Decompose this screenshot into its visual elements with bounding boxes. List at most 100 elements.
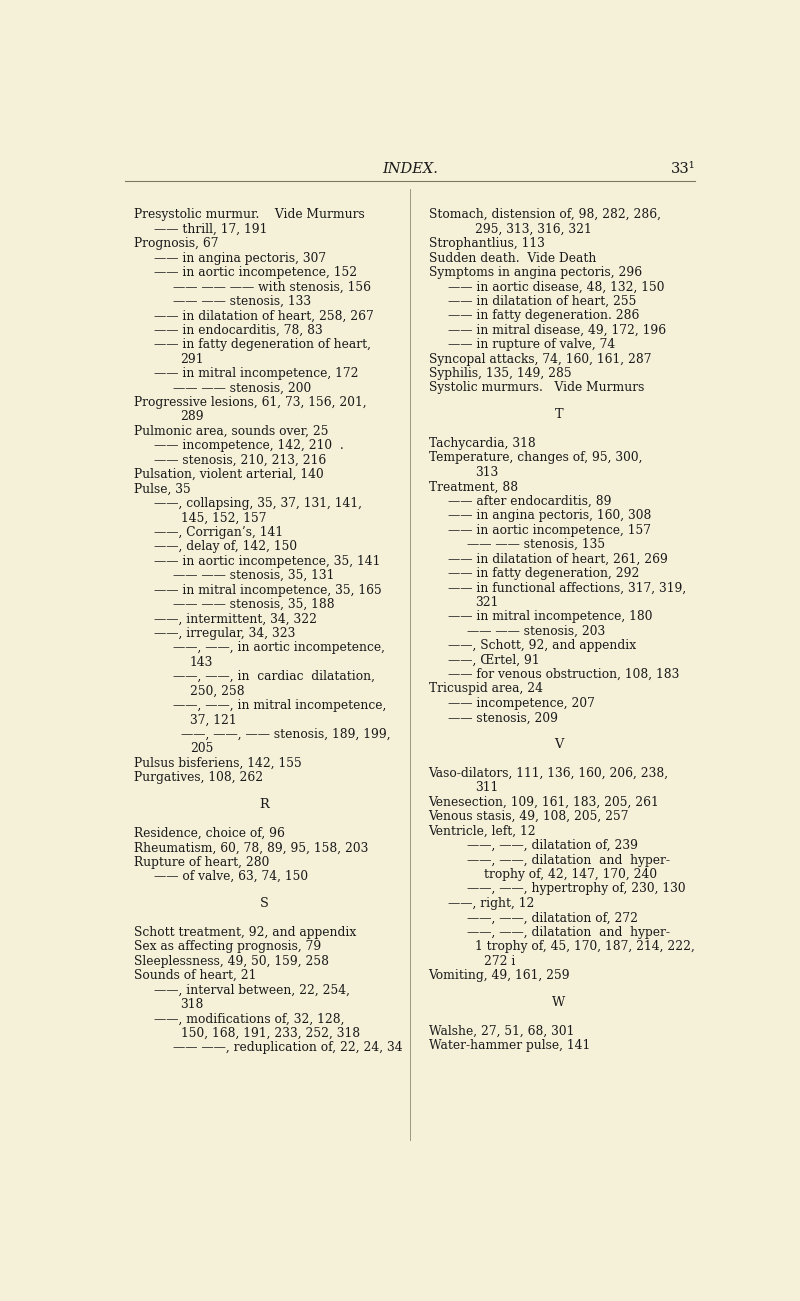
Text: Tricuspid area, 24: Tricuspid area, 24 [429,683,542,696]
Text: Treatment, 88: Treatment, 88 [429,480,518,493]
Text: ——, Schott, 92, and appendix: ——, Schott, 92, and appendix [449,639,637,652]
Text: 272 i: 272 i [485,955,516,968]
Text: Presystolic murmur.    Vide Murmurs: Presystolic murmur. Vide Murmurs [134,208,365,221]
Text: —— stenosis, 209: —— stenosis, 209 [449,712,558,725]
Text: ——, ——, dilatation of, 239: ——, ——, dilatation of, 239 [467,839,638,852]
Text: —— in mitral incompetence, 172: —— in mitral incompetence, 172 [154,367,358,380]
Text: R: R [259,798,269,811]
Text: ——, ——, in  cardiac  dilatation,: ——, ——, in cardiac dilatation, [173,670,374,683]
Text: —— —— —— with stenosis, 156: —— —— —— with stenosis, 156 [173,281,370,294]
Text: 295, 313, 316, 321: 295, 313, 316, 321 [475,222,592,235]
Text: —— of valve, 63, 74, 150: —— of valve, 63, 74, 150 [154,870,308,883]
Text: —— —— stenosis, 133: —— —— stenosis, 133 [173,295,310,308]
Text: Vaso-dilators, 111, 136, 160, 206, 238,: Vaso-dilators, 111, 136, 160, 206, 238, [429,768,669,779]
Text: —— in aortic incompetence, 157: —— in aortic incompetence, 157 [449,524,651,537]
Text: ——, ——, dilatation  and  hyper-: ——, ——, dilatation and hyper- [467,926,670,939]
Text: —— in aortic disease, 48, 132, 150: —— in aortic disease, 48, 132, 150 [449,281,665,294]
Text: —— incompetence, 207: —— incompetence, 207 [449,697,595,710]
Text: Pulsus bisferiens, 142, 155: Pulsus bisferiens, 142, 155 [134,757,302,770]
Text: 205: 205 [190,743,214,756]
Text: 289: 289 [181,410,204,423]
Text: ——, Œrtel, 91: ——, Œrtel, 91 [449,653,540,666]
Text: ——, interval between, 22, 254,: ——, interval between, 22, 254, [154,984,350,997]
Text: —— in mitral disease, 49, 172, 196: —— in mitral disease, 49, 172, 196 [449,324,666,337]
Text: Rheumatism, 60, 78, 89, 95, 158, 203: Rheumatism, 60, 78, 89, 95, 158, 203 [134,842,369,855]
Text: —— —— stenosis, 35, 131: —— —— stenosis, 35, 131 [173,569,334,582]
Text: ——, ——, dilatation of, 272: ——, ——, dilatation of, 272 [467,911,638,924]
Text: Tachycardia, 318: Tachycardia, 318 [429,437,535,450]
Text: ——, right, 12: ——, right, 12 [449,896,535,909]
Text: 321: 321 [475,596,498,609]
Text: —— in endocarditis, 78, 83: —— in endocarditis, 78, 83 [154,324,322,337]
Text: ——, ——, in mitral incompetence,: ——, ——, in mitral incompetence, [173,699,386,712]
Text: Strophantlius, 113: Strophantlius, 113 [429,237,545,250]
Text: 33¹: 33¹ [670,163,695,176]
Text: —— —— stenosis, 35, 188: —— —— stenosis, 35, 188 [173,598,334,611]
Text: Pulse, 35: Pulse, 35 [134,483,191,496]
Text: Prognosis, 67: Prognosis, 67 [134,237,218,250]
Text: T: T [554,409,563,422]
Text: 250, 258: 250, 258 [190,684,245,697]
Text: Syphilis, 135, 149, 285: Syphilis, 135, 149, 285 [429,367,571,380]
Text: Purgatives, 108, 262: Purgatives, 108, 262 [134,771,263,785]
Text: —— incompetence, 142, 210  .: —— incompetence, 142, 210 . [154,440,344,453]
Text: —— —— stenosis, 200: —— —— stenosis, 200 [173,381,310,394]
Text: Temperature, changes of, 95, 300,: Temperature, changes of, 95, 300, [429,451,642,464]
Text: Progressive lesions, 61, 73, 156, 201,: Progressive lesions, 61, 73, 156, 201, [134,396,366,409]
Text: —— in angina pectoris, 307: —— in angina pectoris, 307 [154,251,326,264]
Text: —— thrill, 17, 191: —— thrill, 17, 191 [154,222,267,235]
Text: —— in dilatation of heart, 255: —— in dilatation of heart, 255 [449,295,637,308]
Text: —— stenosis, 210, 213, 216: —— stenosis, 210, 213, 216 [154,454,326,467]
Text: Systolic murmurs.   Vide Murmurs: Systolic murmurs. Vide Murmurs [429,381,644,394]
Text: V: V [554,738,563,751]
Text: —— —— stenosis, 135: —— —— stenosis, 135 [467,539,605,552]
Text: ——, Corrigan’s, 141: ——, Corrigan’s, 141 [154,526,283,539]
Text: Sex as affecting prognosis, 79: Sex as affecting prognosis, 79 [134,941,322,954]
Text: —— in angina pectoris, 160, 308: —— in angina pectoris, 160, 308 [449,509,652,522]
Text: —— in fatty degeneration, 292: —— in fatty degeneration, 292 [449,567,640,580]
Text: 1 trophy of, 45, 170, 187, 214, 222,: 1 trophy of, 45, 170, 187, 214, 222, [475,941,695,954]
Text: Ventricle, left, 12: Ventricle, left, 12 [429,825,536,838]
Text: —— in aortic incompetence, 152: —— in aortic incompetence, 152 [154,265,357,278]
Text: —— in fatty degeneration. 286: —— in fatty degeneration. 286 [449,310,640,323]
Text: Rupture of heart, 280: Rupture of heart, 280 [134,856,270,869]
Text: 150, 168, 191, 233, 252, 318: 150, 168, 191, 233, 252, 318 [181,1026,360,1039]
Text: 143: 143 [190,656,214,669]
Text: —— in mitral incompetence, 35, 165: —— in mitral incompetence, 35, 165 [154,584,382,597]
Text: ——, modifications of, 32, 128,: ——, modifications of, 32, 128, [154,1012,345,1025]
Text: —— in aortic incompetence, 35, 141: —— in aortic incompetence, 35, 141 [154,554,380,567]
Text: Walshe, 27, 51, 68, 301: Walshe, 27, 51, 68, 301 [429,1025,574,1038]
Text: 313: 313 [475,466,498,479]
Text: ——, irregular, 34, 323: ——, irregular, 34, 323 [154,627,295,640]
Text: —— in dilatation of heart, 258, 267: —— in dilatation of heart, 258, 267 [154,310,374,323]
Text: 311: 311 [475,782,498,795]
Text: ——, collapsing, 35, 37, 131, 141,: ——, collapsing, 35, 37, 131, 141, [154,497,362,510]
Text: Sounds of heart, 21: Sounds of heart, 21 [134,969,257,982]
Text: Vomiting, 49, 161, 259: Vomiting, 49, 161, 259 [429,969,570,982]
Text: ——, ——, —— stenosis, 189, 199,: ——, ——, —— stenosis, 189, 199, [181,729,390,742]
Text: Residence, choice of, 96: Residence, choice of, 96 [134,827,285,840]
Text: ——, ——, dilatation  and  hyper-: ——, ——, dilatation and hyper- [467,853,670,866]
Text: 318: 318 [181,998,204,1011]
Text: —— ——, reduplication of, 22, 24, 34: —— ——, reduplication of, 22, 24, 34 [173,1041,402,1054]
Text: —— in dilatation of heart, 261, 269: —— in dilatation of heart, 261, 269 [449,553,668,566]
Text: Schott treatment, 92, and appendix: Schott treatment, 92, and appendix [134,926,356,939]
Text: —— after endocarditis, 89: —— after endocarditis, 89 [449,494,612,507]
Text: —— in mitral incompetence, 180: —— in mitral incompetence, 180 [449,610,653,623]
Text: Pulmonic area, sounds over, 25: Pulmonic area, sounds over, 25 [134,424,329,437]
Text: —— in functional affections, 317, 319,: —— in functional affections, 317, 319, [449,582,686,595]
Text: Venous stasis, 49, 108, 205, 257: Venous stasis, 49, 108, 205, 257 [429,811,629,824]
Text: Sudden death.  Vide Death: Sudden death. Vide Death [429,251,596,264]
Text: ——, ——, hypertrophy of, 230, 130: ——, ——, hypertrophy of, 230, 130 [467,882,686,895]
Text: —— in rupture of valve, 74: —— in rupture of valve, 74 [449,338,616,351]
Text: Pulsation, violent arterial, 140: Pulsation, violent arterial, 140 [134,468,324,481]
Text: —— —— stenosis, 203: —— —— stenosis, 203 [467,624,606,637]
Text: Stomach, distension of, 98, 282, 286,: Stomach, distension of, 98, 282, 286, [429,208,661,221]
Text: W: W [552,995,566,1008]
Text: ——, intermittent, 34, 322: ——, intermittent, 34, 322 [154,613,317,626]
Text: Water-hammer pulse, 141: Water-hammer pulse, 141 [429,1039,590,1053]
Text: —— in fatty degeneration of heart,: —— in fatty degeneration of heart, [154,338,371,351]
Text: Syncopal attacks, 74, 160, 161, 287: Syncopal attacks, 74, 160, 161, 287 [429,353,651,366]
Text: —— for venous obstruction, 108, 183: —— for venous obstruction, 108, 183 [449,667,680,680]
Text: S: S [260,896,269,909]
